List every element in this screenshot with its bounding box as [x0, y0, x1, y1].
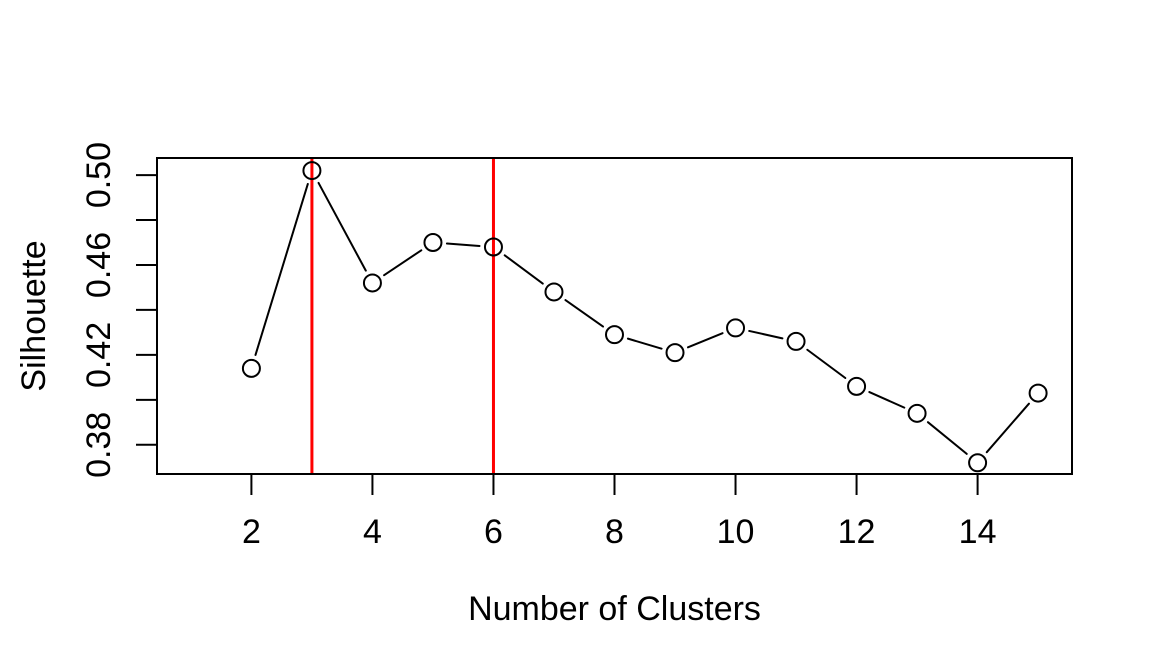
data-point-k6: [483, 237, 503, 257]
series-line-segment: [503, 254, 544, 285]
series-line-segment: [254, 182, 309, 356]
data-point-k13: [907, 403, 927, 423]
series-line-segment: [926, 421, 968, 455]
y-axis-tick-label-0.5: 0.50: [80, 142, 118, 208]
x-axis-tick-label-12: 12: [838, 513, 876, 551]
data-point-k7: [544, 282, 564, 302]
y-axis-tick-label-0.42: 0.42: [80, 322, 118, 388]
data-point-k3: [302, 161, 322, 181]
x-axis-tick-label-14: 14: [959, 513, 997, 551]
series-line-segment: [868, 391, 906, 409]
data-point-k12: [847, 376, 867, 396]
series-line-segment: [748, 329, 784, 340]
data-point-k2: [241, 358, 261, 378]
series-line-segment: [445, 242, 481, 247]
x-axis-tick-label-6: 6: [484, 513, 503, 551]
series-line-segment: [806, 348, 847, 379]
x-axis-tick-label-2: 2: [242, 513, 261, 551]
data-point-k5: [423, 233, 443, 253]
data-point-k15: [1028, 383, 1048, 403]
data-point-k10: [726, 318, 746, 338]
series-line-segment: [317, 181, 367, 272]
data-point-k8: [605, 325, 624, 345]
y-axis-title: Silhouette: [15, 240, 53, 391]
x-axis-title: Number of Clusters: [468, 590, 761, 628]
series-line-segment: [564, 299, 605, 328]
data-point-k11: [786, 331, 806, 351]
y-axis-tick-label-0.38: 0.38: [80, 412, 118, 478]
data-point-k14: [968, 453, 988, 473]
x-axis-tick-label-10: 10: [717, 513, 755, 551]
series-line-segment: [985, 402, 1030, 454]
y-axis-tick-label-0.46: 0.46: [80, 232, 118, 298]
data-point-k4: [362, 273, 382, 293]
series-line-segment: [383, 249, 423, 277]
x-axis-tick-label-4: 4: [363, 513, 382, 551]
plot-frame: [156, 157, 1073, 475]
series-line-segment: [686, 332, 724, 349]
series-line-segment: [626, 337, 663, 350]
data-point-k9: [665, 343, 685, 363]
x-axis-tick-label-8: 8: [605, 513, 624, 551]
